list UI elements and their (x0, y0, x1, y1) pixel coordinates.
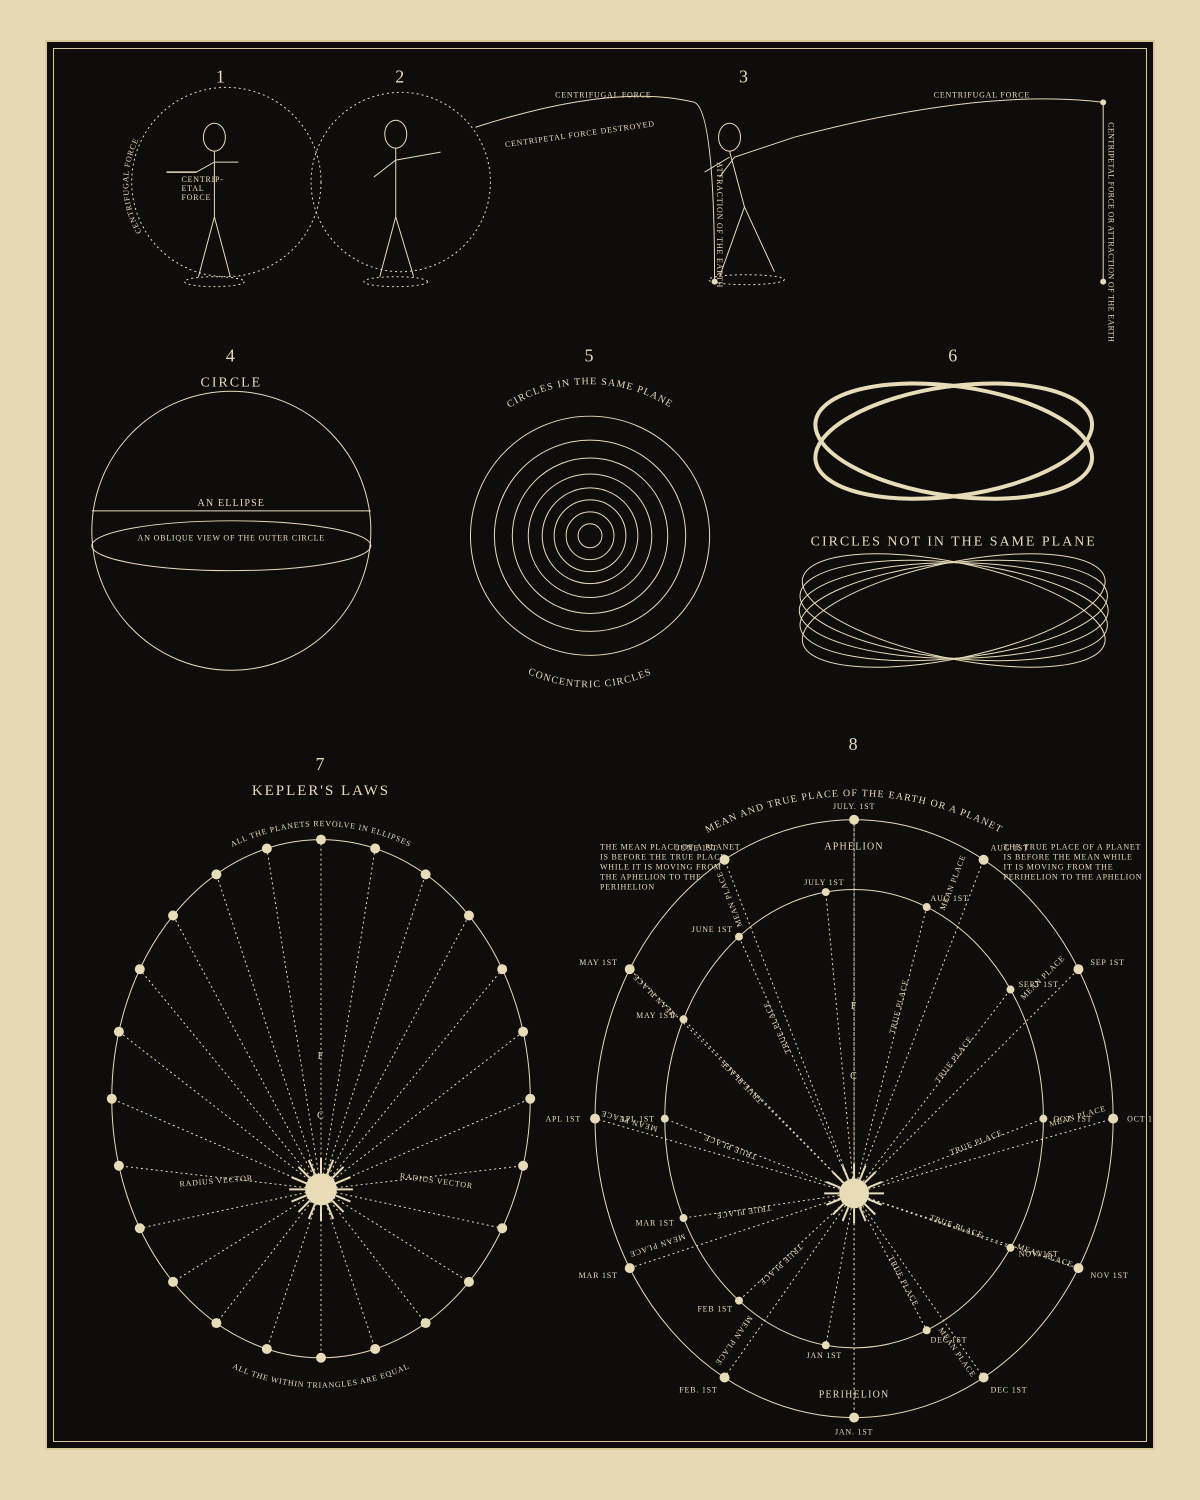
svg-text:TRUE PLACE: TRUE PLACE (933, 1034, 974, 1084)
svg-text:C: C (317, 1111, 325, 1122)
svg-text:MAR 1ST: MAR 1ST (636, 1218, 675, 1227)
plate: 1 CENTRIFUGAL FORCE CENTRIP- ETAL FORCE (45, 40, 1155, 1450)
svg-text:JULY 1ST: JULY 1ST (804, 878, 844, 887)
fig7-title: KEPLER'S LAWS (252, 783, 390, 799)
svg-text:JAN 1ST: JAN 1ST (807, 1351, 842, 1360)
fig4-oblique-label: AN OBLIQUE VIEW OF THE OUTER CIRCLE (138, 534, 325, 543)
svg-text:TRUE PLACE: TRUE PLACE (929, 1213, 985, 1240)
svg-text:TRUE PLACE: TRUE PLACE (757, 1243, 804, 1288)
svg-text:JUNE 1ST: JUNE 1ST (692, 925, 733, 934)
svg-text:NOV 1ST: NOV 1ST (1091, 1271, 1129, 1280)
fig5-top-label: CIRCLES IN THE SAME PLANE (505, 376, 675, 410)
svg-text:OCT. 1ST: OCT. 1ST (1053, 1115, 1092, 1124)
fig7-number: 7 (316, 754, 327, 774)
fig2-destroyed-label: CENTRIPETAL FORCE DESTROYED (504, 119, 655, 149)
svg-text:APL 1ST: APL 1ST (619, 1115, 655, 1124)
fig5-bottom-label: CONCENTRIC CIRCLES (526, 666, 653, 690)
svg-text:FEB. 1ST: FEB. 1ST (679, 1386, 717, 1395)
svg-text:SEPT 1ST: SEPT 1ST (1019, 980, 1059, 989)
svg-text:TRUE PLACE: TRUE PLACE (702, 1133, 757, 1162)
svg-text:NOV. 1ST: NOV. 1ST (1019, 1249, 1059, 1258)
figure-5: 5 CIRCLES IN THE SAME PLANE CONCENTRIC C… (465, 345, 714, 690)
fig6-number: 6 (948, 345, 959, 365)
svg-text:TRUE PLACE: TRUE PLACE (888, 978, 910, 1035)
fig8-note-right: THE TRUE PLACE OF A PLANETIS BEFORE THE … (1004, 843, 1143, 882)
fig1-number: 1 (216, 66, 227, 86)
svg-text:MEAN PLACE: MEAN PLACE (628, 1232, 687, 1259)
page: 1 CENTRIFUGAL FORCE CENTRIP- ETAL FORCE (0, 0, 1200, 1500)
figure-4: 4 CIRCLE AN ELLIPSE AN OBLIQUE VIEW OF T… (92, 345, 371, 670)
fig4-ellipse-label: AN ELLIPSE (198, 498, 266, 509)
figure-6: 6 CIRCLES NOT IN THE SAME PLANE (793, 345, 1115, 689)
fig4-circle-label: CIRCLE (201, 375, 263, 390)
fig4-number: 4 (226, 345, 237, 365)
figure-8: 8 MEAN AND TRUE PLACE OF THE EARTH OR A … (545, 734, 1153, 1437)
concentric-circles (470, 416, 709, 655)
svg-text:FEB 1ST: FEB 1ST (697, 1305, 732, 1314)
svg-text:TRUE PLACE: TRUE PLACE (886, 1254, 920, 1308)
svg-text:MAY 1ST: MAY 1ST (636, 1011, 674, 1020)
fig6-thin-ellipses (793, 532, 1115, 690)
figure-1: 1 CENTRIFUGAL FORCE CENTRIP- ETAL FORCE (121, 66, 321, 286)
svg-text:MAR 1ST: MAR 1ST (579, 1271, 618, 1280)
fig3-number: 3 (739, 66, 750, 86)
figure-3: 3 CENTRIFUGAL FORCE CENTRIPETAL FORCE OR… (705, 66, 1116, 342)
svg-text:JULY. 1ST: JULY. 1ST (833, 802, 875, 811)
svg-text:MAY 1ST: MAY 1ST (579, 958, 617, 967)
svg-text:RADIUS VECTOR: RADIUS VECTOR (179, 1173, 253, 1188)
svg-text:DEC 1ST: DEC 1ST (991, 1386, 1028, 1395)
fig3-centripetal-label: CENTRIPETAL FORCE OR ATTRACTION OF THE E… (1107, 122, 1116, 342)
fig5-number: 5 (585, 345, 596, 365)
figure-2: 2 CENTRIFUGAL FORCE CENTRIPETAL FORCE DE… (311, 66, 724, 288)
svg-text:TRUE PLACE: TRUE PLACE (949, 1128, 1004, 1157)
svg-text:TRUE PLACE: TRUE PLACE (761, 1000, 792, 1055)
fig6-label: CIRCLES NOT IN THE SAME PLANE (811, 535, 1097, 550)
fig3-centrifugal-label: CENTRIFUGAL FORCE (934, 90, 1030, 99)
svg-text:TRUE PLACE: TRUE PLACE (715, 1203, 772, 1220)
svg-text:AUG 1ST: AUG 1ST (931, 894, 969, 903)
fig7-subbot: ALL THE WITHIN TRIANGLES ARE EQUAL (231, 1362, 411, 1390)
svg-text:F: F (318, 1051, 325, 1062)
svg-text:TRUE PLACE: TRUE PLACE (719, 1059, 765, 1105)
svg-text:SEP 1ST: SEP 1ST (1091, 958, 1125, 967)
svg-text:MEAN PLACE: MEAN PLACE (1019, 954, 1067, 1002)
svg-text:APL 1ST: APL 1ST (545, 1115, 581, 1124)
fig2-number: 2 (395, 66, 406, 86)
svg-text:DEC 1ST: DEC 1ST (931, 1335, 968, 1344)
fig2-centrifugal-label: CENTRIFUGAL FORCE (555, 90, 651, 99)
svg-text:JAN. 1ST: JAN. 1ST (835, 1428, 873, 1437)
figure-7: 7 KEPLER'S LAWS ALL THE PLANETS REVOLVE … (107, 754, 535, 1390)
fig1-centripetal-label: CENTRIP- ETAL FORCE (182, 175, 227, 202)
svg-text:MEAN PLACE: MEAN PLACE (713, 1314, 754, 1367)
svg-text:RADIUS VECTOR: RADIUS VECTOR (399, 1171, 473, 1190)
svg-text:MEAN PLACE: MEAN PLACE (937, 1326, 978, 1379)
diagram-svg: 1 CENTRIFUGAL FORCE CENTRIP- ETAL FORCE (47, 42, 1153, 1448)
svg-text:OCT 1ST: OCT 1ST (1127, 1115, 1153, 1124)
fig8-number: 8 (849, 734, 860, 754)
fig1-centrifugal-label: CENTRIFUGAL FORCE (121, 136, 143, 235)
